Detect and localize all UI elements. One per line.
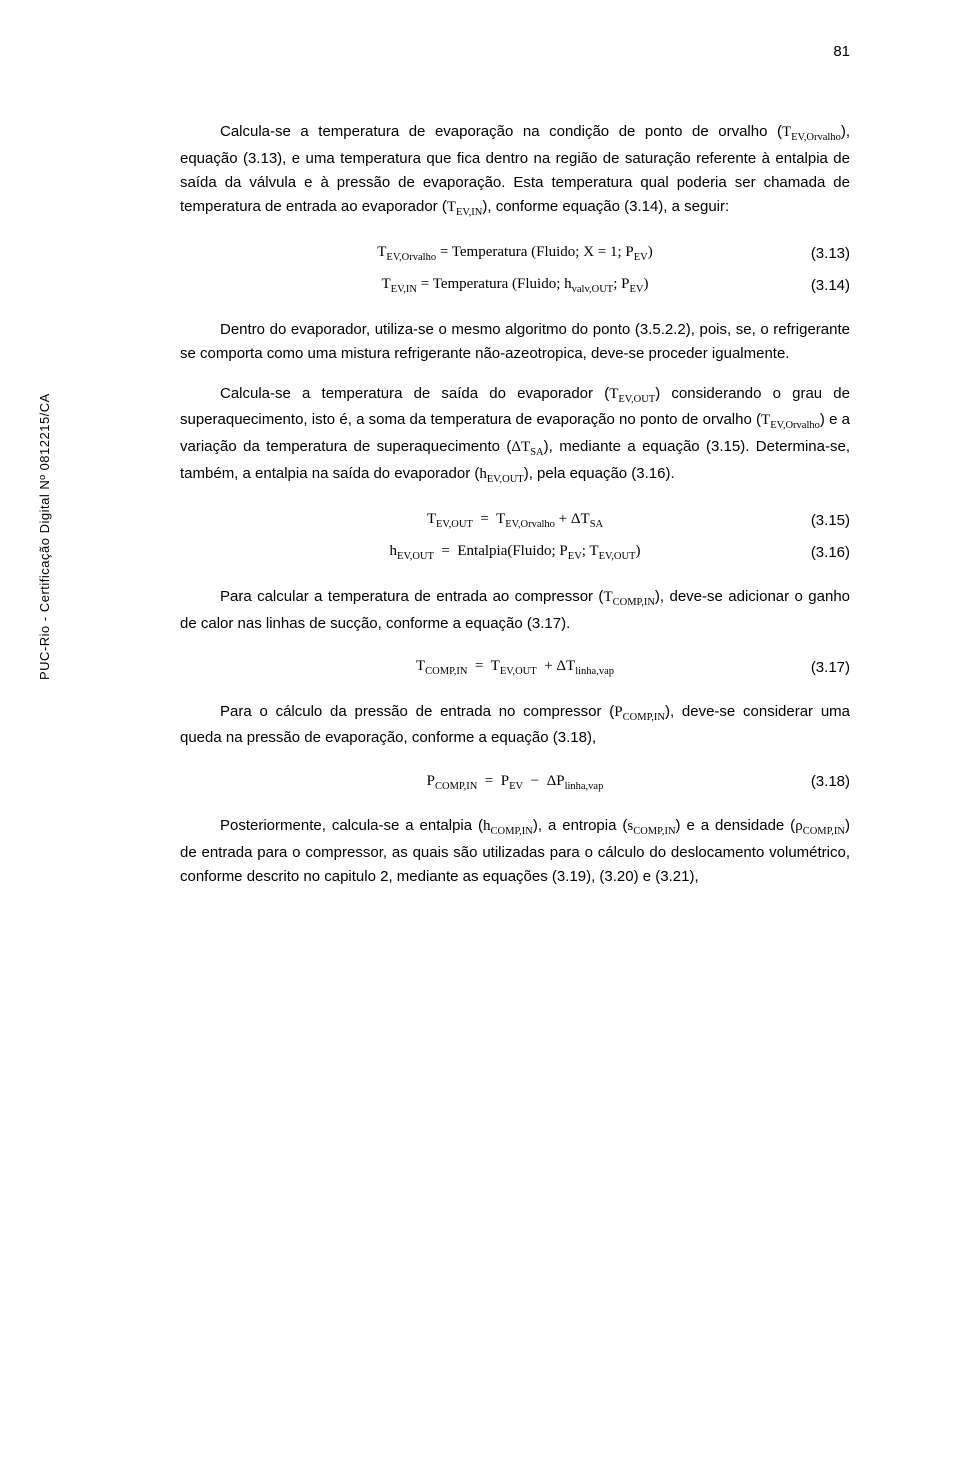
equation-number: (3.14): [811, 274, 850, 298]
equation-formula: TEV,Orvalho = Temperatura (Fluido; X = 1…: [180, 240, 850, 267]
equation-block-2: TEV,OUT = TEV,Orvalho + ΔTSA (3.15) hEV,…: [180, 507, 850, 567]
equation-formula: TEV,IN = Temperatura (Fluido; hvalv,OUT;…: [180, 272, 850, 299]
equation-3-13: TEV,Orvalho = Temperatura (Fluido; X = 1…: [180, 240, 850, 268]
paragraph-3: Calcula-se a temperatura de saída do eva…: [180, 382, 850, 489]
paragraph-4: Para calcular a temperatura de entrada a…: [180, 585, 850, 636]
equation-3-16: hEV,OUT = Entalpia(Fluido; PEV; TEV,OUT)…: [180, 539, 850, 567]
sidebar-certification-label: PUC-Rio - Certificação Digital Nº 081221…: [35, 393, 56, 680]
equation-block-3: TCOMP,IN = TEV,OUT + ΔTlinha,vap (3.17): [180, 654, 850, 682]
page-number: 81: [833, 40, 850, 64]
equation-formula: TEV,OUT = TEV,Orvalho + ΔTSA: [180, 507, 850, 534]
equation-formula: TCOMP,IN = TEV,OUT + ΔTlinha,vap: [180, 654, 850, 681]
equation-block-1: TEV,Orvalho = Temperatura (Fluido; X = 1…: [180, 240, 850, 300]
equation-3-18: PCOMP,IN = PEV − ΔPlinha,vap (3.18): [180, 768, 850, 796]
equation-formula: PCOMP,IN = PEV − ΔPlinha,vap: [180, 769, 850, 796]
equation-3-17: TCOMP,IN = TEV,OUT + ΔTlinha,vap (3.17): [180, 654, 850, 682]
equation-formula: hEV,OUT = Entalpia(Fluido; PEV; TEV,OUT): [180, 539, 850, 566]
equation-number: (3.16): [811, 541, 850, 565]
paragraph-2: Dentro do evaporador, utiliza-se o mesmo…: [180, 318, 850, 366]
paragraph-6: Posteriormente, calcula-se a entalpia (h…: [180, 814, 850, 889]
main-content: Calcula-se a temperatura de evaporação n…: [180, 120, 850, 889]
equation-number: (3.13): [811, 242, 850, 266]
equation-block-4: PCOMP,IN = PEV − ΔPlinha,vap (3.18): [180, 768, 850, 796]
equation-number: (3.15): [811, 509, 850, 533]
equation-number: (3.18): [811, 770, 850, 794]
equation-3-15: TEV,OUT = TEV,Orvalho + ΔTSA (3.15): [180, 507, 850, 535]
equation-3-14: TEV,IN = Temperatura (Fluido; hvalv,OUT;…: [180, 272, 850, 300]
paragraph-5: Para o cálculo da pressão de entrada no …: [180, 700, 850, 751]
equation-number: (3.17): [811, 656, 850, 680]
paragraph-1: Calcula-se a temperatura de evaporação n…: [180, 120, 850, 222]
